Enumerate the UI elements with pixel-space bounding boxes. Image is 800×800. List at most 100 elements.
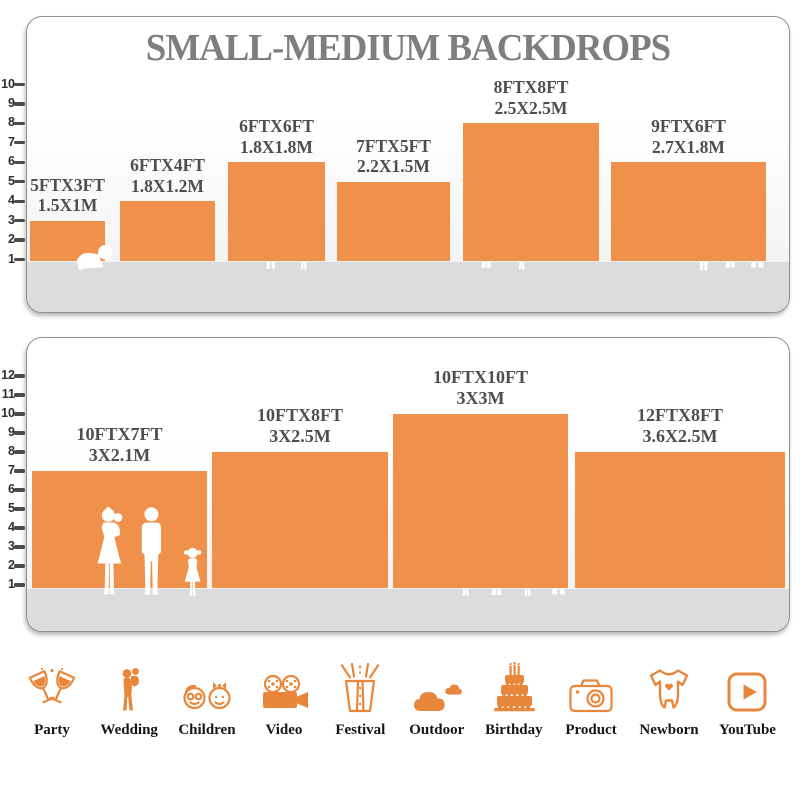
size-feet: 5FTX3FT <box>30 174 105 195</box>
ruler-tick-mark <box>13 393 25 397</box>
ruler-tick-mark <box>13 545 25 549</box>
backdrop-size-label: 8FTX8FT 2.5X2.5M <box>436 77 626 118</box>
ruler-tick-label: 6 <box>8 154 15 169</box>
ruler-tick-mark <box>13 257 25 262</box>
ruler-tick-label: 5 <box>8 501 15 515</box>
ruler-tick-mark <box>13 412 25 416</box>
backdrop-bar-7ftx5ft <box>337 181 766 271</box>
category-label: Children <box>178 722 236 738</box>
person-silhouette-womanB <box>97 506 123 595</box>
backdrop-bar-6ftx6ft <box>228 162 530 270</box>
category-item-outdoor: Outdoor <box>409 656 465 739</box>
ruler-tick-mark <box>13 160 25 164</box>
party-icon <box>27 656 77 714</box>
ruler-tick-label: 5 <box>8 173 15 188</box>
ruler-tick-label: 1 <box>8 251 15 266</box>
backdrop-bar-10ftx8ft <box>212 452 568 596</box>
ruler-tick-label: 9 <box>8 425 15 439</box>
ruler-tick-mark <box>13 583 25 587</box>
category-item-product: Product <box>563 656 619 739</box>
ruler-tick-label: 3 <box>8 212 15 227</box>
ruler-tick-mark <box>13 121 25 125</box>
ruler-tick-label: 11 <box>1 387 15 401</box>
size-meters: 2.7X1.8M <box>652 136 725 157</box>
category-item-youtube: YouTube <box>719 656 776 739</box>
backdrop-size-label: 9FTX6FT 2.7X1.8M <box>594 116 784 157</box>
category-item-newborn: Newborn <box>639 656 699 739</box>
backdrop-bar-5ftx3ft <box>30 220 113 270</box>
ruler-tick-label: 1 <box>8 577 15 591</box>
backdrop-size-label: 7FTX5FT 2.2X1.5M <box>299 136 489 177</box>
ruler-tick-label: 10 <box>1 76 15 91</box>
ruler-tick-mark <box>13 219 25 223</box>
ruler-tick-label: 12 <box>1 368 15 382</box>
newborn-icon <box>647 656 691 714</box>
size-feet: 10FTX10FT <box>432 366 528 387</box>
category-label: Outdoor <box>409 722 465 738</box>
outdoor-icon <box>411 656 463 714</box>
ruler-tick-label: 2 <box>8 558 15 572</box>
ruler-tick-mark <box>13 82 25 87</box>
ruler-tick-mark <box>13 469 25 473</box>
youtube-icon <box>725 656 769 714</box>
ruler-tick-mark <box>13 564 25 568</box>
ruler-tick-label: 2 <box>8 232 15 247</box>
category-label: Video <box>265 722 303 738</box>
ruler-tick-mark <box>13 102 25 106</box>
ruler-tick-mark <box>13 526 25 530</box>
category-label: YouTube <box>718 722 776 738</box>
backdrop-size-label: 10FTX7FT 3X2.1M <box>25 424 215 466</box>
ruler-tick-label: 4 <box>8 520 15 534</box>
size-meters: 3X2.5M <box>269 425 331 446</box>
size-feet: 10FTX7FT <box>76 423 163 444</box>
size-feet: 10FTX8FT <box>256 404 343 425</box>
backdrop-bar-9ftx6ft <box>611 162 766 261</box>
festival-icon <box>337 656 383 714</box>
backdrop-size-label: 12FTX8FT 3.6X2.5M <box>585 405 775 447</box>
category-item-birthday: Birthday <box>485 656 543 739</box>
category-label: Wedding <box>100 722 158 738</box>
ruler-tick-label: 10 <box>1 406 15 420</box>
children-icon <box>180 656 234 714</box>
ruler-tick-label: 3 <box>8 539 15 553</box>
ruler-tick-mark <box>13 431 25 435</box>
person-silhouette-man <box>141 507 162 595</box>
backdrop-bar-10ftx7ft <box>32 471 207 596</box>
category-label: Festival <box>335 722 386 738</box>
category-label: Birthday <box>485 722 543 738</box>
size-meters: 3X3M <box>456 387 505 408</box>
category-item-wedding: Wedding <box>100 656 158 739</box>
person-silhouette-baby <box>76 244 113 270</box>
ruler-tick-mark <box>13 374 25 378</box>
size-feet: 9FTX6FT <box>651 116 726 137</box>
ruler-tick-label: 7 <box>8 463 15 477</box>
ruler-tick-label: 8 <box>8 444 15 458</box>
ruler-tick-label: 7 <box>8 134 15 149</box>
size-feet: 6FTX6FT <box>239 116 314 137</box>
backdrop-size-label: 6FTX6FT 1.8X1.8M <box>182 116 372 157</box>
panel-floor <box>27 262 789 312</box>
ruler-tick-mark <box>13 141 25 145</box>
product-icon <box>567 656 615 714</box>
category-row: Party Wedding Children Video Festival Outdoor… <box>0 656 800 739</box>
category-label: Party <box>34 722 70 738</box>
backdrop-bar-6ftx4ft <box>120 201 313 270</box>
size-feet: 6FTX4FT <box>130 155 205 176</box>
category-item-video: Video <box>256 656 312 739</box>
ruler-tick-mark <box>13 488 25 492</box>
page-title: SMALL-MEDIUM BACKDROPS <box>145 27 671 69</box>
person-silhouette-girl <box>183 548 202 596</box>
size-meters: 2.5X2.5M <box>494 97 568 118</box>
size-feet: 12FTX8FT <box>636 404 723 425</box>
video-icon <box>256 656 312 714</box>
backdrop-size-label: 10FTX8FT 3X2.5M <box>205 405 395 447</box>
category-label: Newborn <box>639 722 699 738</box>
ruler-tick-mark <box>13 199 25 203</box>
backdrop-size-label: 6FTX4FT 1.8X1.2M <box>73 155 263 196</box>
backdrop-size-label: 5FTX3FT 1.5X1M <box>0 175 163 216</box>
category-label: Product <box>565 722 617 738</box>
size-meters: 3X2.1M <box>88 444 151 465</box>
ruler-tick-mark <box>13 180 25 184</box>
size-feet: 8FTX8FT <box>493 77 569 98</box>
